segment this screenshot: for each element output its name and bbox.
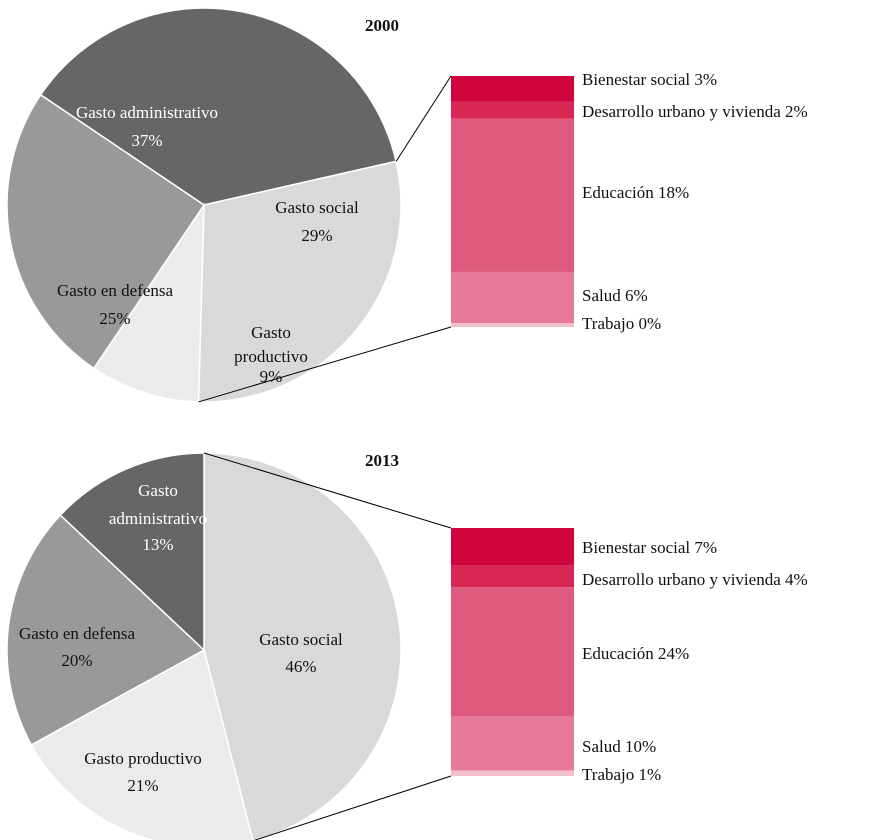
breakdown-segment-salud-6 — [451, 271, 574, 324]
breakdown-segment-desarrollo-urbano-y-vivienda-4 — [451, 565, 574, 588]
pie-slice-label: 25% — [99, 309, 130, 328]
pie-slice-label: administrativo — [109, 509, 207, 528]
breakdown-label: Bienestar social 3% — [582, 70, 717, 89]
connector-line-bottom — [198, 326, 452, 403]
pie-slice-label: Gasto en defensa — [19, 624, 136, 643]
pie-slice-label: 37% — [131, 131, 162, 150]
breakdown-segment-trabajo-0 — [451, 323, 574, 327]
connector-line-bottom — [253, 775, 452, 840]
pie-slice-label: 46% — [285, 657, 316, 676]
pie-slice-label: 20% — [61, 651, 92, 670]
chart-title: 2013 — [365, 451, 399, 470]
breakdown-segment-bienestar-social-3 — [451, 76, 574, 102]
breakdown-segment-desarrollo-urbano-y-vivienda-2 — [451, 101, 574, 119]
breakdown-label: Desarrollo urbano y vivienda 2% — [582, 102, 808, 121]
pie-slice-label: productivo — [234, 347, 308, 366]
breakdown-label: Salud 6% — [582, 286, 648, 305]
chart-panel-2000: 2000 Gasto administrativo 37% Gasto social 2… — [6, 7, 808, 403]
breakdown-label: Educación 18% — [582, 183, 689, 202]
pie-slice-label: Gasto administrativo — [76, 103, 218, 122]
connector-line-top — [395, 75, 452, 162]
pie-slice-gasto-social — [197, 160, 402, 403]
chart-panel-2013: 2013 Gasto social 46% Gasto productivo 21% Ga… — [6, 451, 808, 840]
chart-title: 2000 — [365, 16, 399, 35]
pie-slice-gasto-administrativo — [59, 452, 205, 652]
pie-slice-gasto-en-defensa — [6, 93, 206, 370]
pie-slice-label: Gasto social — [275, 198, 359, 217]
breakdown-segment-educacion-24 — [451, 587, 574, 717]
pie-slice-gasto-en-defensa — [6, 514, 206, 746]
pie-slice-gasto-social — [203, 452, 402, 840]
pie-slice-label: 13% — [142, 535, 173, 554]
connector-line-top — [203, 452, 452, 529]
pie-slice-gasto-productivo — [30, 648, 254, 840]
pie-slice-label: Gasto productivo — [84, 749, 202, 768]
pie-slice-label: Gasto en defensa — [57, 281, 174, 300]
pie-slice-label: Gasto — [138, 481, 178, 500]
breakdown-segment-bienestar-social-7 — [451, 528, 574, 566]
breakdown-label: Trabajo 1% — [582, 765, 661, 784]
pie-slice-gasto-administrativo — [39, 7, 398, 206]
breakdown-label: Educación 24% — [582, 644, 689, 663]
breakdown-label: Desarrollo urbano y vivienda 4% — [582, 570, 808, 589]
pie-slice-label: 21% — [127, 776, 158, 795]
breakdown-segment-salud-10 — [451, 716, 574, 771]
pie-slice-label: 9% — [260, 367, 283, 386]
pie-slice-gasto-productivo — [92, 202, 205, 403]
breakdown-segment-educacion-18 — [451, 118, 574, 272]
pie-slice-label: 29% — [301, 226, 332, 245]
breakdown-label: Trabajo 0% — [582, 314, 661, 333]
pie-slice-label: Gasto social — [259, 630, 343, 649]
breakdown-label: Bienestar social 7% — [582, 538, 717, 557]
breakdown-segment-trabajo-1 — [451, 770, 574, 776]
pie-slice-label: Gasto — [251, 323, 291, 342]
breakdown-label: Salud 10% — [582, 737, 656, 756]
